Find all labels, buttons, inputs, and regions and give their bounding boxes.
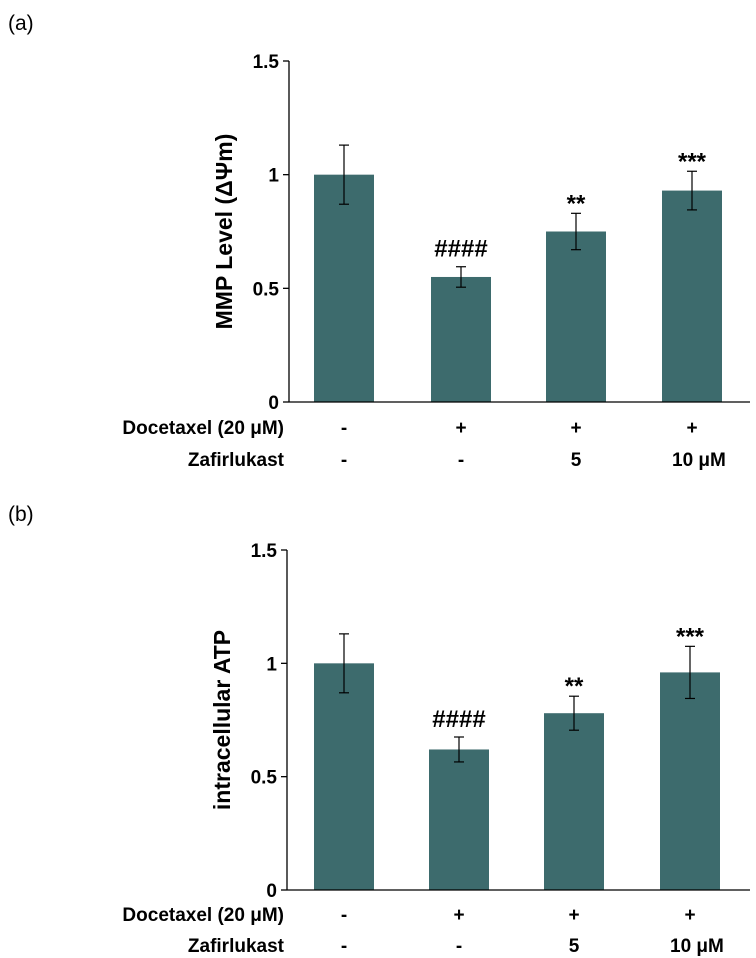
x-tick-label: - — [341, 936, 347, 957]
x-tick-label: 10 μM — [672, 450, 726, 471]
x-tick-label: 10 μM — [670, 936, 724, 957]
x-tick-label: + — [570, 418, 581, 439]
treatment-row-label: Zafirlukast — [188, 936, 285, 957]
y-tick-label: 1 — [268, 166, 279, 187]
y-tick-label: 1.5 — [253, 52, 280, 73]
y-tick-label: 0.5 — [253, 279, 280, 300]
y-tick-label: 1.5 — [251, 541, 278, 562]
y-tick-label: 1 — [266, 654, 277, 675]
error-bar — [456, 266, 466, 288]
x-tick-label: + — [686, 418, 697, 439]
significance-label: *** — [678, 148, 707, 175]
panel-label: (a) — [8, 12, 34, 35]
bar — [314, 174, 374, 402]
error-bar — [339, 144, 349, 205]
x-tick-label: - — [458, 450, 464, 471]
treatment-row-label: Zafirlukast — [188, 450, 285, 471]
y-axis-label: intracellular ATP — [209, 630, 235, 810]
x-tick-label: + — [684, 905, 695, 926]
significance-label: #### — [432, 706, 485, 733]
x-tick-label: 5 — [571, 450, 582, 471]
x-tick-label: - — [456, 936, 462, 957]
x-tick-label: 5 — [569, 936, 580, 957]
y-tick-label: 0 — [266, 881, 277, 902]
bar — [429, 749, 489, 890]
bar — [546, 231, 606, 402]
x-tick-label: - — [341, 418, 347, 439]
x-tick-label: + — [455, 418, 466, 439]
x-tick-label: - — [341, 450, 347, 471]
bar — [314, 663, 374, 890]
bar — [431, 276, 491, 402]
bar — [544, 713, 604, 890]
error-bar — [571, 212, 581, 251]
y-axis-label: MMP Level (ΔΨm) — [211, 134, 237, 330]
treatment-row-label: Docetaxel (20 μM) — [122, 905, 284, 926]
significance-label: ** — [567, 190, 586, 217]
treatment-row-label: Docetaxel (20 μM) — [122, 418, 284, 439]
x-tick-label: + — [453, 905, 464, 926]
error-bar — [685, 645, 695, 700]
y-tick-label: 0 — [268, 393, 279, 414]
error-bar — [569, 695, 579, 731]
bar — [662, 190, 722, 402]
error-bar — [454, 736, 464, 763]
panel-label: (b) — [8, 503, 34, 526]
significance-label: *** — [676, 623, 705, 650]
significance-label: #### — [434, 236, 487, 263]
x-tick-label: - — [341, 905, 347, 926]
x-tick-label: + — [568, 905, 579, 926]
y-tick-label: 0.5 — [251, 768, 278, 789]
error-bar — [339, 633, 349, 694]
significance-label: ** — [565, 673, 584, 700]
error-bar — [687, 170, 697, 211]
bar — [660, 672, 720, 890]
